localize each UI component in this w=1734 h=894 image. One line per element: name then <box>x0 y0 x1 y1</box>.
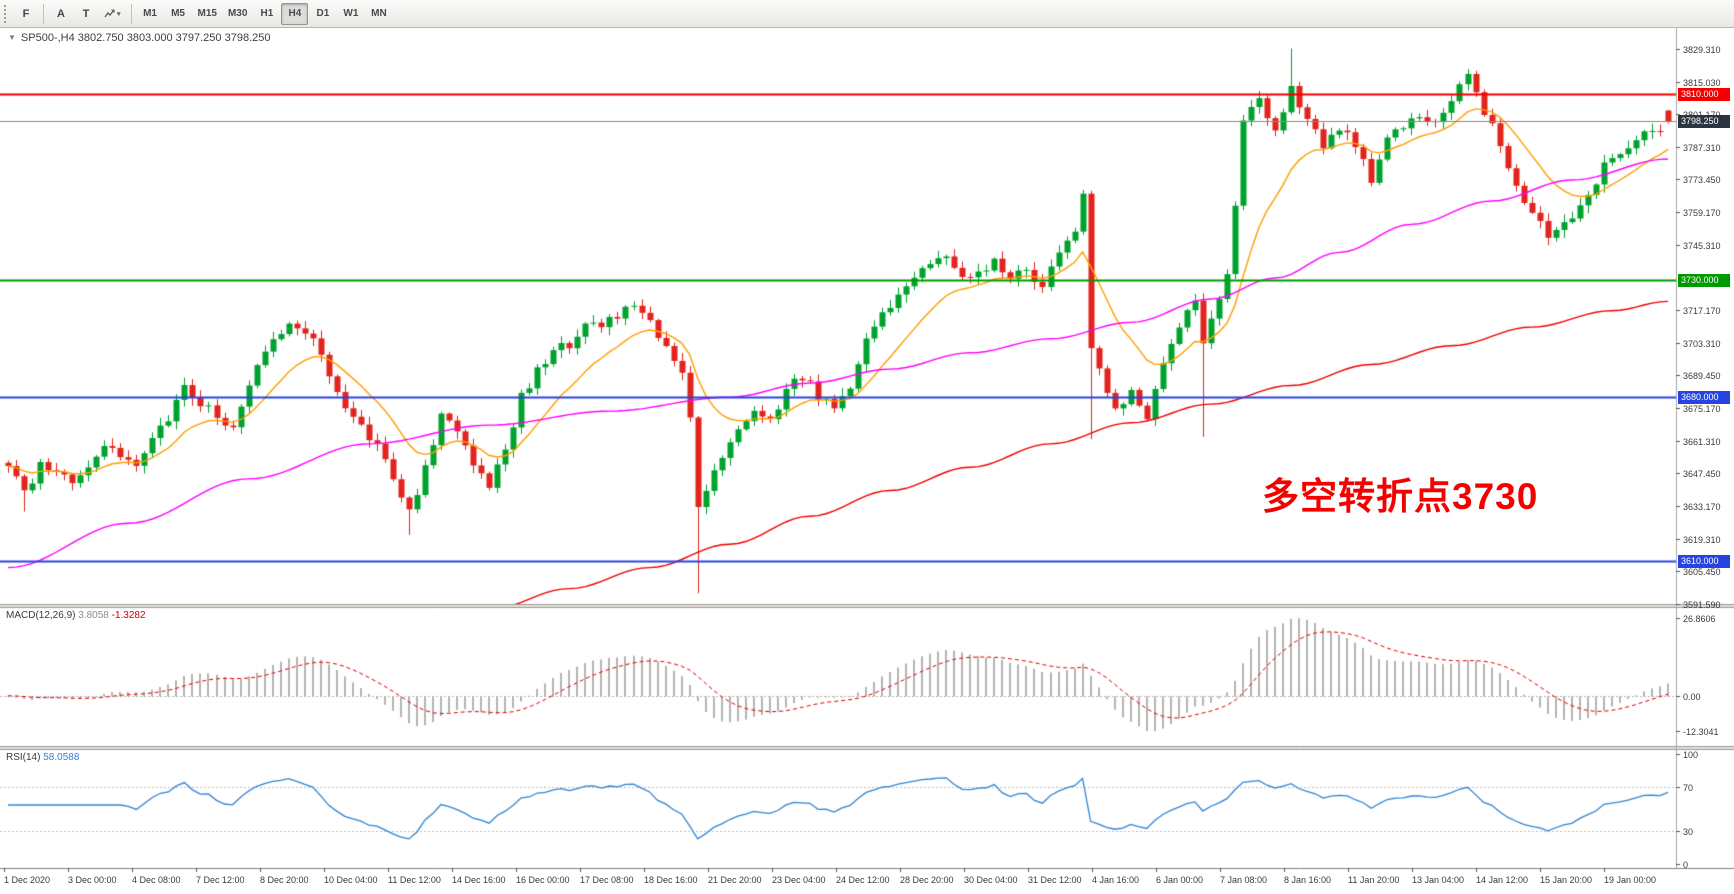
timeframe-button-m30[interactable]: M30 <box>223 3 252 25</box>
price-axis-label: 3815.030 <box>1683 77 1721 88</box>
toolbar-separator <box>130 3 132 24</box>
rsi-axis-label: 0 <box>1683 859 1689 870</box>
time-axis-label: 31 Dec 12:00 <box>1028 875 1082 885</box>
price-axis-label: 3591.590 <box>1683 599 1721 610</box>
time-axis-label: 7 Jan 08:00 <box>1220 875 1268 885</box>
hline-price-badge: 3610.000 <box>1678 554 1730 568</box>
hline-price-badge: 3810.000 <box>1678 87 1730 101</box>
text-label-tool-button[interactable]: A <box>49 3 73 25</box>
timeframe-button-m1[interactable]: M1 <box>137 3 164 25</box>
time-axis-label: 28 Dec 20:00 <box>900 875 954 885</box>
macd-axis-label: -12.3041 <box>1683 726 1719 737</box>
time-axis-label: 19 Jan 00:00 <box>1604 875 1657 885</box>
time-axis-label: 4 Dec 08:00 <box>132 875 181 885</box>
macd-signal-value: -1.3282 <box>111 610 146 621</box>
timeframe-button-m15[interactable]: M15 <box>193 3 222 25</box>
price-axis-label: 3661.310 <box>1683 436 1721 447</box>
price-axis-label: 3605.450 <box>1683 566 1721 577</box>
time-axis-label: 11 Jan 20:00 <box>1348 875 1400 885</box>
price-axis-label: 3773.450 <box>1683 174 1721 185</box>
arrow-tool-icon <box>104 8 115 17</box>
time-axis-label: 8 Dec 20:00 <box>260 875 309 885</box>
rsi-axis-label: 30 <box>1683 826 1694 837</box>
time-axis-label: 23 Dec 04:00 <box>772 875 826 885</box>
time-axis-label: 3 Dec 00:00 <box>68 875 117 885</box>
time-axis-label: 21 Dec 20:00 <box>708 875 762 885</box>
toolbar-grip[interactable] <box>4 4 9 23</box>
timeframe-button-h1[interactable]: H1 <box>253 3 280 25</box>
time-axis-label: 24 Dec 12:00 <box>836 875 890 885</box>
toolbar-separator <box>43 3 44 24</box>
macd-main-value: 3.8058 <box>78 610 109 621</box>
time-axis-label: 7 Dec 12:00 <box>196 875 245 885</box>
timeframe-group: M1 M5 M15 M30 H1 H4 D1 W1 MN <box>137 2 393 25</box>
time-axis-label: 14 Jan 12:00 <box>1476 875 1529 885</box>
time-axis-label: 13 Jan 04:00 <box>1412 875 1465 885</box>
price-axis-label: 3633.170 <box>1683 501 1721 512</box>
price-axis-label: 3759.170 <box>1683 207 1721 218</box>
time-axis-label: 17 Dec 08:00 <box>580 875 634 885</box>
current-price-badge: 3798.250 <box>1678 115 1730 129</box>
price-axis-label: 3745.310 <box>1683 240 1721 251</box>
time-axis-label: 16 Dec 00:00 <box>516 875 570 885</box>
chart-overlay: ▼ SP500-,H4 3802.750 3803.000 3797.250 37… <box>0 28 1734 894</box>
price-axis-label: 3703.310 <box>1683 338 1721 349</box>
macd-label-text: MACD(12,26,9) <box>6 610 76 621</box>
collapse-triangle-icon[interactable]: ▼ <box>8 33 16 42</box>
price-axis-label: 3801.170 <box>1683 110 1721 120</box>
price-axis-label: 3689.450 <box>1683 370 1721 381</box>
main-toolbar: F A T ▾ M1 M5 M15 M30 H1 H4 D1 W1 MN <box>0 0 1734 28</box>
price-axis-label: 3717.170 <box>1683 305 1721 316</box>
rsi-value: 58.0588 <box>43 752 80 763</box>
price-axis-label: 3647.450 <box>1683 468 1721 479</box>
time-axis-label: 18 Dec 16:00 <box>644 875 698 885</box>
hline-price-badge: 3680.000 <box>1678 391 1730 405</box>
price-axis-label: 3829.310 <box>1683 44 1721 55</box>
dropdown-caret-icon: ▾ <box>117 10 121 18</box>
annotation-text[interactable]: 多空转折点3730 <box>1262 476 1539 517</box>
rsi-axis-label: 70 <box>1683 782 1694 793</box>
time-axis-label: 6 Jan 00:00 <box>1156 875 1204 885</box>
time-axis-label: 14 Dec 16:00 <box>452 875 506 885</box>
timeframe-button-mn[interactable]: MN <box>365 3 392 25</box>
chart-region: ▼ SP500-,H4 3802.750 3803.000 3797.250 37… <box>0 28 1734 894</box>
timeframe-button-m5[interactable]: M5 <box>165 3 192 25</box>
timeframe-button-h4[interactable]: H4 <box>281 2 309 25</box>
rsi-label-text: RSI(14) <box>6 752 41 763</box>
text-tool-button[interactable]: T <box>74 3 98 25</box>
time-axis-label: 10 Dec 04:00 <box>324 875 378 885</box>
time-axis-label: 15 Jan 20:00 <box>1540 875 1593 885</box>
hline-price-badge: 3730.000 <box>1678 274 1730 288</box>
macd-indicator-label: MACD(12,26,9) 3.8058 -1.3282 <box>6 610 146 621</box>
price-axis-label: 3619.310 <box>1683 534 1721 545</box>
timeframe-button-d1[interactable]: D1 <box>309 3 336 25</box>
chart-title-text: SP500-,H4 3802.750 3803.000 3797.250 379… <box>20 32 271 44</box>
macd-axis-label: 26.8606 <box>1683 613 1716 624</box>
time-axis-label: 30 Dec 04:00 <box>964 875 1018 885</box>
rsi-axis-label: 100 <box>1683 749 1699 760</box>
time-axis-label: 11 Dec 12:00 <box>388 875 441 885</box>
time-axis-label: 8 Jan 16:00 <box>1284 875 1332 885</box>
timeframe-button-w1[interactable]: W1 <box>337 3 364 25</box>
price-axis-label: 3675.170 <box>1683 403 1721 414</box>
price-chart-canvas[interactable] <box>0 28 1734 894</box>
time-axis-label: 4 Jan 16:00 <box>1092 875 1140 885</box>
chart-title: ▼ SP500-,H4 3802.750 3803.000 3797.250 37… <box>8 32 270 44</box>
rsi-indicator-label: RSI(14) 58.0588 <box>6 752 79 763</box>
macd-axis-label: 0.00 <box>1683 691 1701 702</box>
arrow-tools-dropdown-button[interactable]: ▾ <box>99 3 126 25</box>
time-axis-label: 1 Dec 2020 <box>4 875 51 885</box>
price-axis-label: 3787.310 <box>1683 142 1721 153</box>
file-button[interactable]: F <box>14 3 38 25</box>
